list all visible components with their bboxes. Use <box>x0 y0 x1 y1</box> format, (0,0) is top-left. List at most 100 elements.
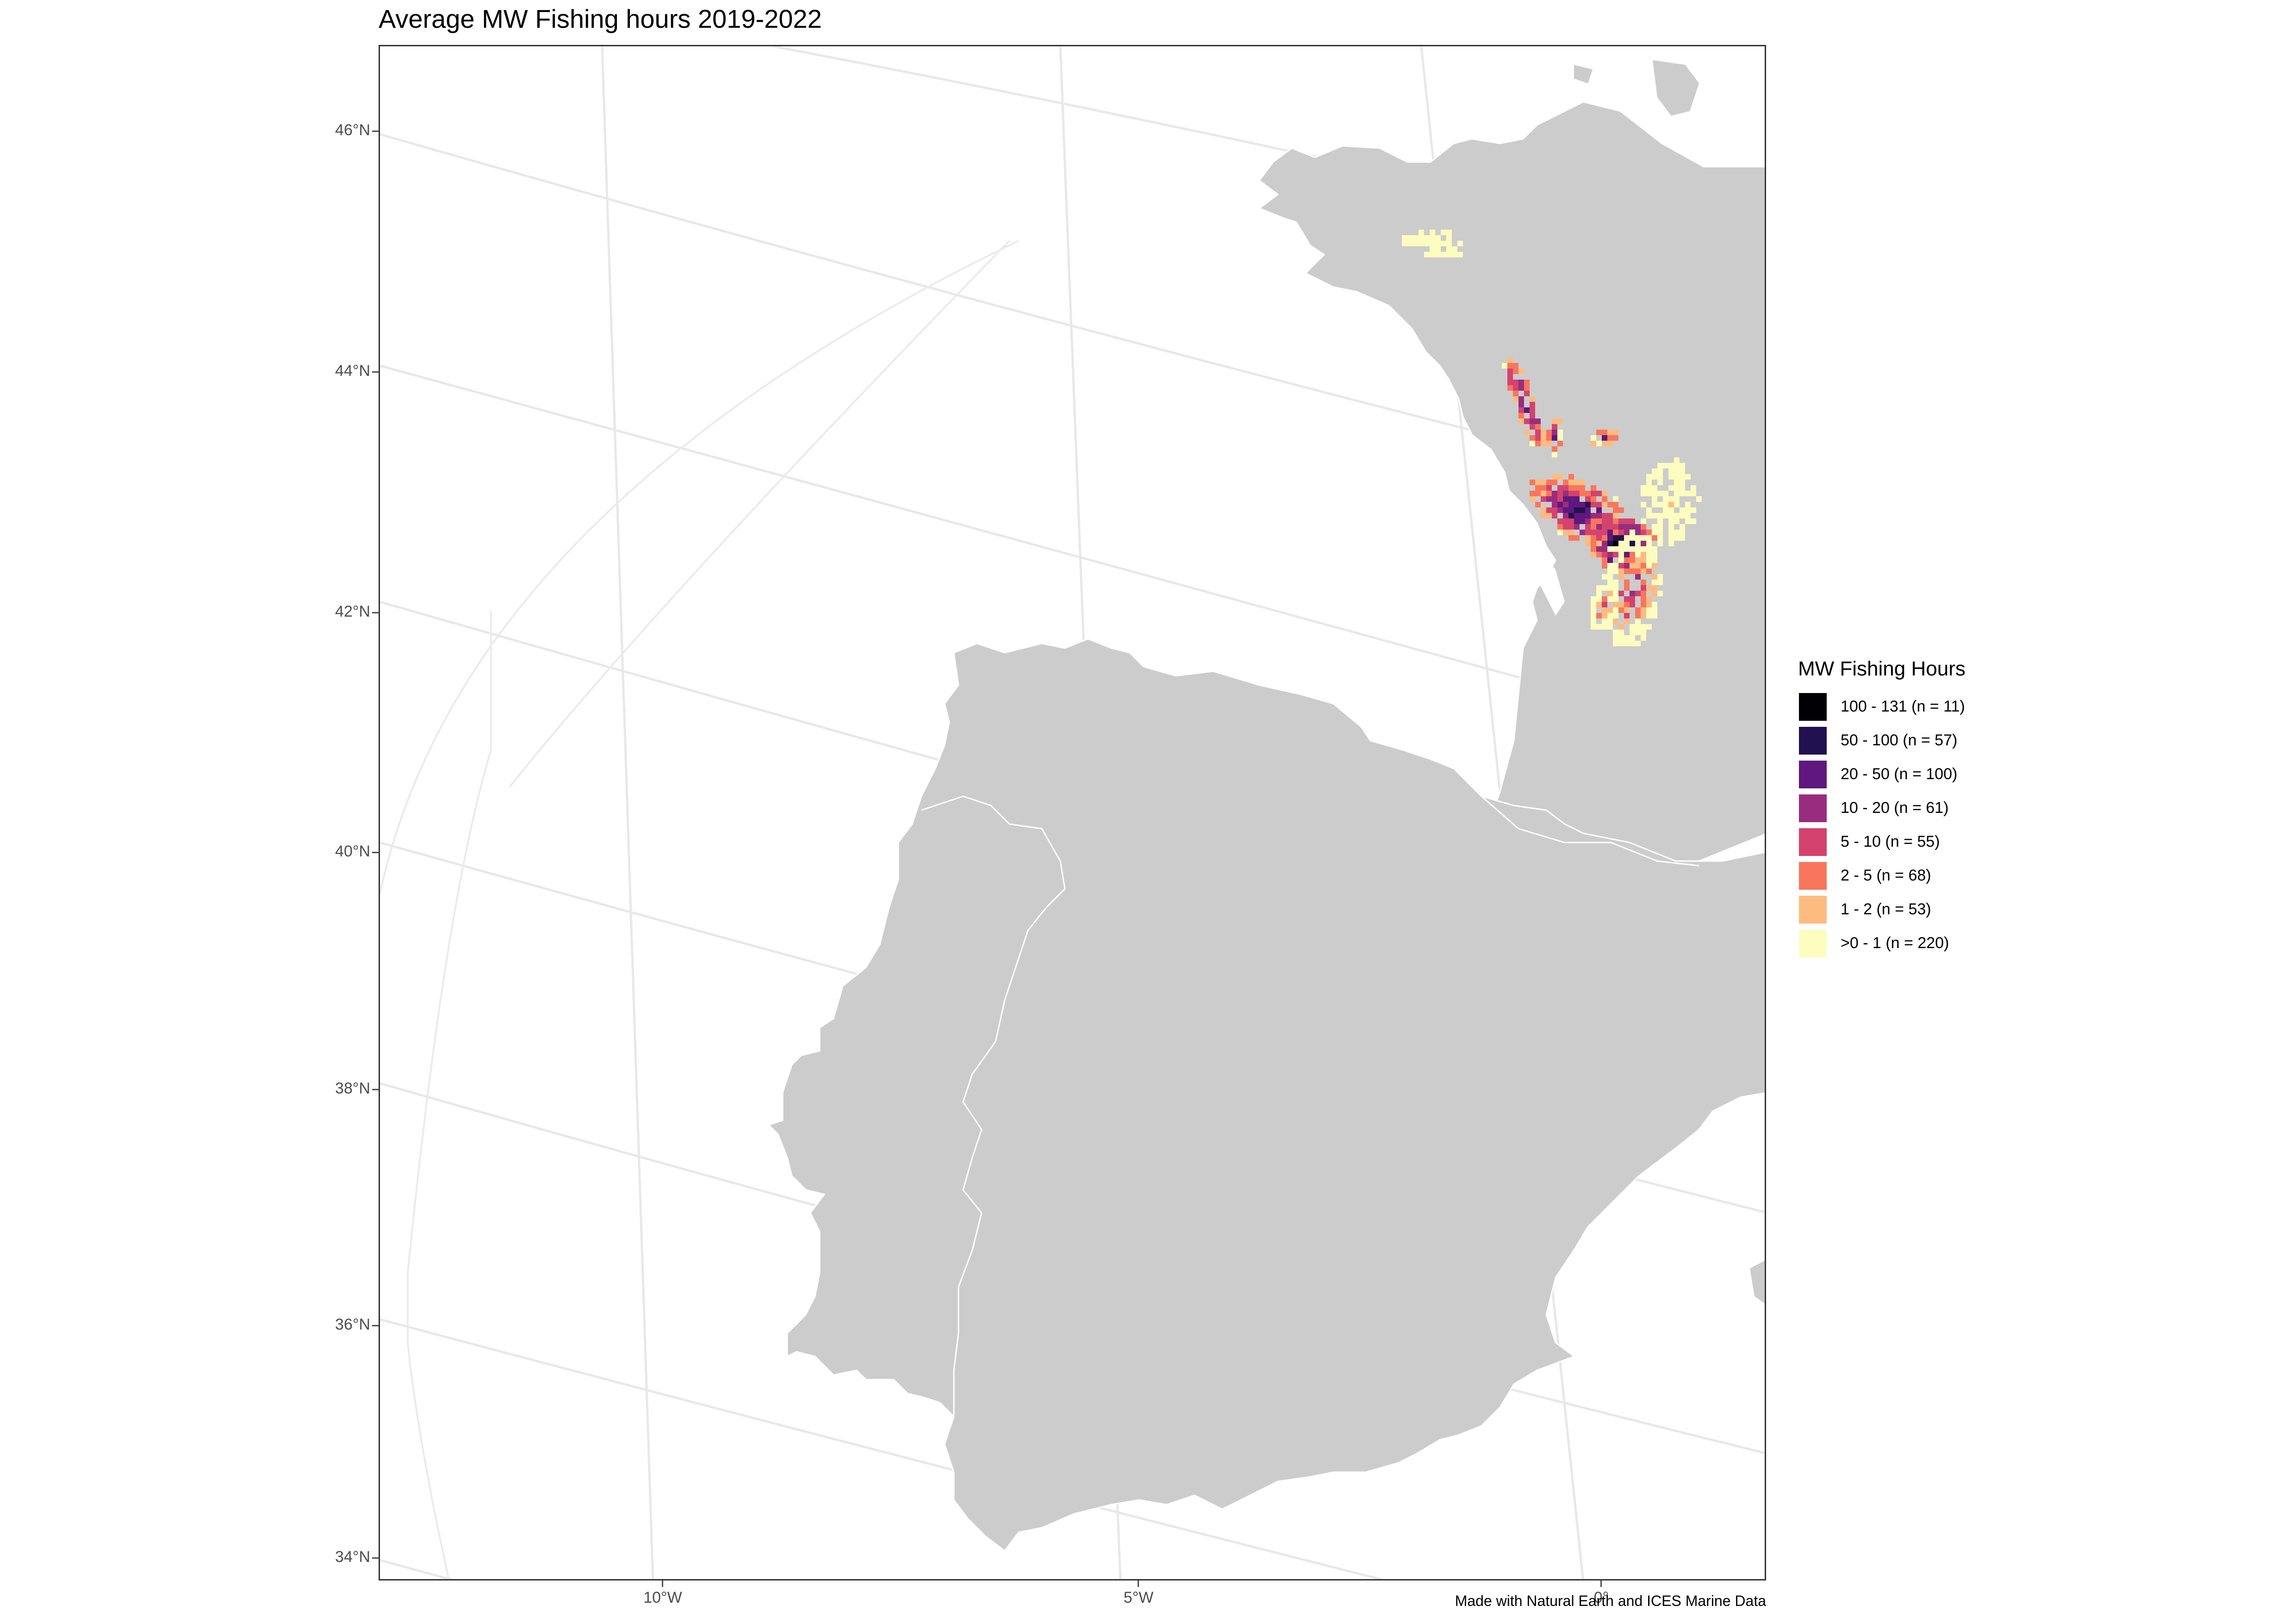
effort-cell <box>1607 591 1613 596</box>
effort-cell <box>1580 502 1585 507</box>
effort-cell <box>1663 463 1668 468</box>
effort-cell <box>1430 241 1435 246</box>
data-source-caption: Made with Natural Earth and ICES Marine … <box>1455 1593 1766 1609</box>
effort-cell <box>1646 613 1652 618</box>
effort-cell <box>1618 602 1624 607</box>
effort-cell <box>1591 524 1596 530</box>
effort-cell <box>1668 524 1674 530</box>
map-canvas[interactable] <box>380 46 1766 1580</box>
effort-cell <box>1596 518 1602 524</box>
effort-cell <box>1457 241 1463 246</box>
effort-cell <box>1607 430 1613 435</box>
effort-cell <box>1535 424 1541 430</box>
effort-cell <box>1668 468 1674 474</box>
effort-cell <box>1591 530 1596 535</box>
legend-item: 2 - 5 (n = 68) <box>1798 859 1966 893</box>
effort-cell <box>1613 513 1618 518</box>
effort-cell <box>1613 602 1618 607</box>
effort-cell <box>1546 430 1552 435</box>
effort-cell <box>1524 407 1530 413</box>
effort-cell <box>1668 530 1674 535</box>
effort-cell <box>1624 580 1630 585</box>
effort-cell <box>1624 563 1630 568</box>
effort-cell <box>1552 480 1557 485</box>
effort-cell <box>1641 535 1646 541</box>
effort-cell <box>1607 613 1613 618</box>
effort-cell <box>1530 435 1535 441</box>
effort-cell <box>1602 430 1607 435</box>
legend-label: 1 - 2 (n = 53) <box>1841 900 1931 918</box>
effort-cell <box>1607 607 1613 613</box>
map-panel[interactable] <box>379 45 1766 1580</box>
effort-cell <box>1652 607 1657 613</box>
effort-cell <box>1613 507 1618 513</box>
effort-cell <box>1574 524 1580 530</box>
effort-cell <box>1624 524 1630 530</box>
effort-cell <box>1646 485 1652 491</box>
effort-cell <box>1563 518 1568 524</box>
effort-cell <box>1507 357 1513 363</box>
lon-label-5w: 5°W <box>1123 1589 1154 1606</box>
effort-cell <box>1557 418 1563 424</box>
effort-cell <box>1630 635 1635 641</box>
effort-cell <box>1624 607 1630 613</box>
effort-cell <box>1602 596 1607 602</box>
effort-cell <box>1613 530 1618 535</box>
map-title: Average MW Fishing hours 2019-2022 <box>379 4 822 33</box>
effort-cell <box>1630 630 1635 635</box>
effort-cell <box>1635 546 1641 552</box>
effort-cell <box>1607 535 1613 541</box>
effort-cell <box>1652 574 1657 580</box>
effort-cell <box>1657 502 1663 507</box>
effort-cell <box>1596 513 1602 518</box>
effort-cell <box>1641 596 1646 602</box>
effort-cell <box>1424 235 1430 241</box>
legend-item: 50 - 100 (n = 57) <box>1798 724 1966 757</box>
effort-cell <box>1541 441 1546 446</box>
effort-cell <box>1435 252 1441 257</box>
effort-cell <box>1646 568 1652 574</box>
effort-cell <box>1563 502 1568 507</box>
france-spain-border <box>1481 795 1699 867</box>
effort-cell <box>1452 252 1457 257</box>
effort-cell <box>1618 607 1624 613</box>
effort-cell <box>1535 502 1541 507</box>
effort-cell <box>1668 485 1674 491</box>
effort-cell <box>1596 546 1602 552</box>
effort-cell <box>1674 530 1680 535</box>
effort-cell <box>1530 396 1535 402</box>
effort-cell <box>1668 513 1674 518</box>
effort-cell <box>1618 568 1624 574</box>
effort-cell <box>1513 396 1518 402</box>
effort-cell <box>1502 363 1507 369</box>
effort-cell <box>1624 613 1630 618</box>
effort-cell <box>1530 407 1535 413</box>
eez-boundary <box>380 240 1019 1579</box>
effort-cell <box>1635 574 1641 580</box>
effort-cell <box>1557 435 1563 441</box>
effort-cell <box>1530 413 1535 418</box>
effort-cell <box>1507 385 1513 391</box>
effort-cell <box>1607 618 1613 624</box>
effort-cell <box>1585 518 1591 524</box>
effort-cell <box>1541 513 1546 518</box>
legend-label: 20 - 50 (n = 100) <box>1841 765 1958 783</box>
lat-label-38: 38°N <box>335 1080 370 1097</box>
effort-cell <box>1541 435 1546 441</box>
effort-cell <box>1430 252 1435 257</box>
lat-label-34: 34°N <box>335 1548 370 1566</box>
effort-cell <box>1596 441 1602 446</box>
effort-cell <box>1641 485 1646 491</box>
effort-cell <box>1507 380 1513 385</box>
effort-cell <box>1541 507 1546 513</box>
effort-cell <box>1613 535 1618 541</box>
effort-cell <box>1635 591 1641 596</box>
effort-cell <box>1646 624 1652 630</box>
effort-cell <box>1668 502 1674 507</box>
effort-cell <box>1630 524 1635 530</box>
effort-cell <box>1596 613 1602 618</box>
effort-cell <box>1618 552 1624 557</box>
effort-cell <box>1524 385 1530 391</box>
effort-cell <box>1607 563 1613 568</box>
effort-cell <box>1580 485 1585 491</box>
